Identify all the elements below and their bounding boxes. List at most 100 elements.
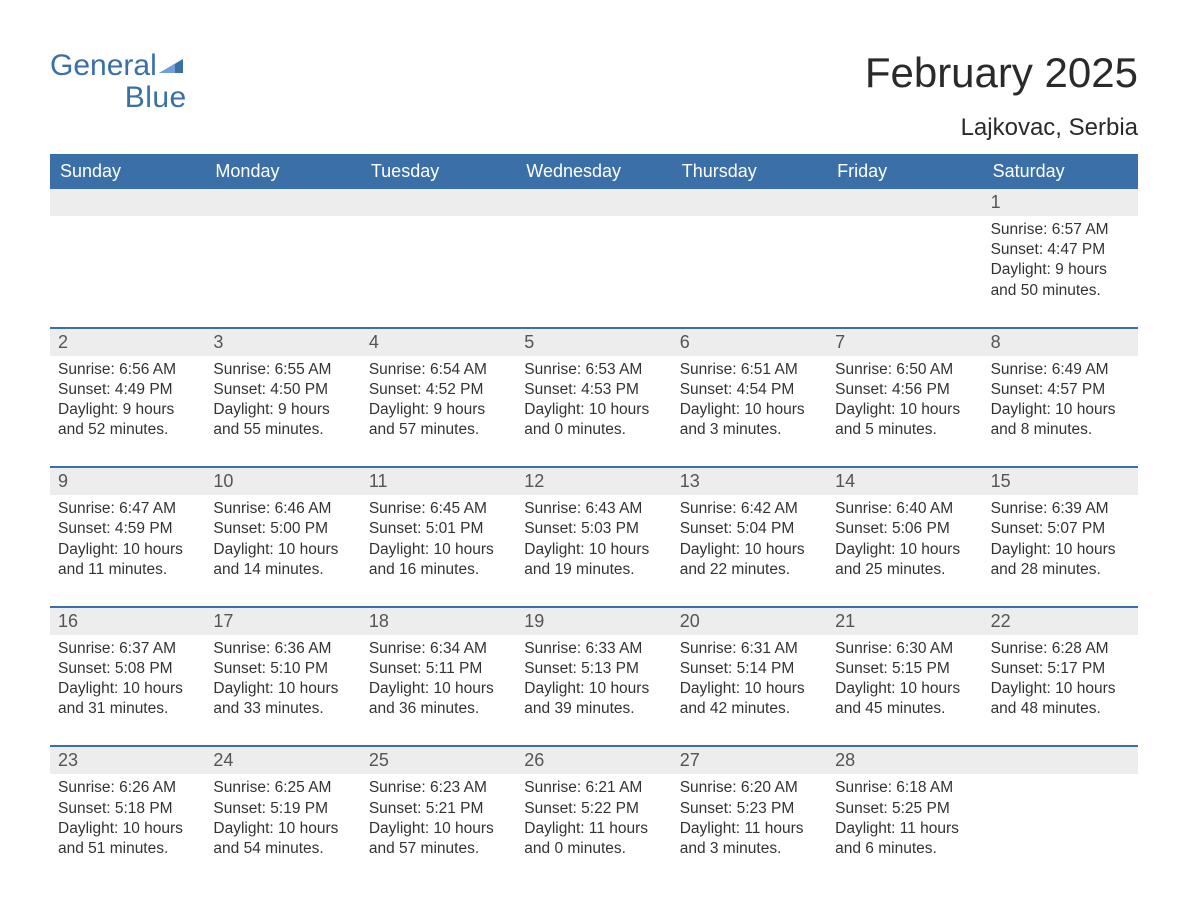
- day-number-cell: 15: [983, 468, 1138, 495]
- daylight-text: Daylight: 9 hours: [991, 260, 1130, 280]
- day-details-row: Sunrise: 6:57 AMSunset: 4:47 PMDaylight:…: [50, 216, 1138, 309]
- daylight-minutes-text: and 42 minutes.: [680, 699, 819, 719]
- sunset-text: Sunset: 5:06 PM: [835, 519, 974, 539]
- sunrise-text: Sunrise: 6:47 AM: [58, 499, 197, 519]
- day-details-cell: Sunrise: 6:53 AMSunset: 4:53 PMDaylight:…: [516, 356, 671, 449]
- sunset-text: Sunset: 5:21 PM: [369, 799, 508, 819]
- day-details-cell: Sunrise: 6:26 AMSunset: 5:18 PMDaylight:…: [50, 774, 205, 867]
- day-number-cell: [50, 189, 205, 216]
- day-details-cell: Sunrise: 6:25 AMSunset: 5:19 PMDaylight:…: [205, 774, 360, 867]
- day-number-cell: 22: [983, 608, 1138, 635]
- daylight-text: Daylight: 9 hours: [58, 400, 197, 420]
- day-details-cell: Sunrise: 6:20 AMSunset: 5:23 PMDaylight:…: [672, 774, 827, 867]
- day-details-cell: Sunrise: 6:56 AMSunset: 4:49 PMDaylight:…: [50, 356, 205, 449]
- brand-logo-text: General Blue: [50, 50, 187, 113]
- sunrise-text: Sunrise: 6:37 AM: [58, 639, 197, 659]
- day-number-cell: 6: [672, 329, 827, 356]
- brand-word-1: General: [50, 49, 157, 82]
- daylight-text: Daylight: 9 hours: [369, 400, 508, 420]
- day-number-cell: 9: [50, 468, 205, 495]
- sunrise-text: Sunrise: 6:28 AM: [991, 639, 1130, 659]
- day-number-row: 1: [50, 189, 1138, 216]
- calendar-grid: SundayMondayTuesdayWednesdayThursdayFrid…: [50, 154, 1138, 867]
- sunset-text: Sunset: 5:04 PM: [680, 519, 819, 539]
- day-number-cell: 25: [361, 747, 516, 774]
- calendar-week: 2345678Sunrise: 6:56 AMSunset: 4:49 PMDa…: [50, 327, 1138, 449]
- weekday-header-cell: Wednesday: [516, 154, 671, 189]
- day-details-cell: [516, 216, 671, 309]
- day-number-cell: 4: [361, 329, 516, 356]
- sunrise-text: Sunrise: 6:45 AM: [369, 499, 508, 519]
- sunrise-text: Sunrise: 6:36 AM: [213, 639, 352, 659]
- title-block: February 2025 Lajkovac, Serbia: [865, 50, 1138, 148]
- daylight-minutes-text: and 14 minutes.: [213, 560, 352, 580]
- daylight-text: Daylight: 11 hours: [680, 819, 819, 839]
- day-details-cell: Sunrise: 6:18 AMSunset: 5:25 PMDaylight:…: [827, 774, 982, 867]
- sunset-text: Sunset: 5:18 PM: [58, 799, 197, 819]
- sunrise-text: Sunrise: 6:23 AM: [369, 778, 508, 798]
- daylight-text: Daylight: 10 hours: [680, 400, 819, 420]
- day-details-cell: Sunrise: 6:49 AMSunset: 4:57 PMDaylight:…: [983, 356, 1138, 449]
- daylight-minutes-text: and 51 minutes.: [58, 839, 197, 859]
- sunrise-text: Sunrise: 6:18 AM: [835, 778, 974, 798]
- daylight-minutes-text: and 19 minutes.: [524, 560, 663, 580]
- day-details-row: Sunrise: 6:47 AMSunset: 4:59 PMDaylight:…: [50, 495, 1138, 588]
- daylight-text: Daylight: 10 hours: [835, 540, 974, 560]
- sunset-text: Sunset: 5:13 PM: [524, 659, 663, 679]
- daylight-minutes-text: and 54 minutes.: [213, 839, 352, 859]
- sunrise-text: Sunrise: 6:50 AM: [835, 360, 974, 380]
- sunset-text: Sunset: 5:19 PM: [213, 799, 352, 819]
- day-details-cell: Sunrise: 6:50 AMSunset: 4:56 PMDaylight:…: [827, 356, 982, 449]
- day-number-cell: [516, 189, 671, 216]
- day-number-cell: 18: [361, 608, 516, 635]
- sunset-text: Sunset: 5:07 PM: [991, 519, 1130, 539]
- sunset-text: Sunset: 4:57 PM: [991, 380, 1130, 400]
- day-details-cell: Sunrise: 6:37 AMSunset: 5:08 PMDaylight:…: [50, 635, 205, 728]
- sunset-text: Sunset: 5:25 PM: [835, 799, 974, 819]
- day-details-row: Sunrise: 6:56 AMSunset: 4:49 PMDaylight:…: [50, 356, 1138, 449]
- sunset-text: Sunset: 5:15 PM: [835, 659, 974, 679]
- daylight-text: Daylight: 10 hours: [835, 679, 974, 699]
- daylight-text: Daylight: 10 hours: [369, 679, 508, 699]
- daylight-minutes-text: and 11 minutes.: [58, 560, 197, 580]
- day-details-cell: Sunrise: 6:57 AMSunset: 4:47 PMDaylight:…: [983, 216, 1138, 309]
- day-details-cell: Sunrise: 6:47 AMSunset: 4:59 PMDaylight:…: [50, 495, 205, 588]
- daylight-text: Daylight: 10 hours: [524, 679, 663, 699]
- sunrise-text: Sunrise: 6:31 AM: [680, 639, 819, 659]
- day-number-cell: 12: [516, 468, 671, 495]
- brand-logo: General Blue: [50, 50, 187, 113]
- location-label: Lajkovac, Serbia: [865, 114, 1138, 142]
- daylight-minutes-text: and 28 minutes.: [991, 560, 1130, 580]
- daylight-minutes-text: and 0 minutes.: [524, 420, 663, 440]
- sunrise-text: Sunrise: 6:34 AM: [369, 639, 508, 659]
- daylight-minutes-text: and 5 minutes.: [835, 420, 974, 440]
- day-details-cell: Sunrise: 6:40 AMSunset: 5:06 PMDaylight:…: [827, 495, 982, 588]
- day-number-cell: 19: [516, 608, 671, 635]
- daylight-minutes-text: and 31 minutes.: [58, 699, 197, 719]
- day-number-cell: [205, 189, 360, 216]
- daylight-minutes-text: and 33 minutes.: [213, 699, 352, 719]
- sunset-text: Sunset: 5:01 PM: [369, 519, 508, 539]
- daylight-minutes-text: and 50 minutes.: [991, 281, 1130, 301]
- day-details-row: Sunrise: 6:37 AMSunset: 5:08 PMDaylight:…: [50, 635, 1138, 728]
- day-details-cell: Sunrise: 6:42 AMSunset: 5:04 PMDaylight:…: [672, 495, 827, 588]
- day-details-cell: Sunrise: 6:54 AMSunset: 4:52 PMDaylight:…: [361, 356, 516, 449]
- sunset-text: Sunset: 4:49 PM: [58, 380, 197, 400]
- daylight-text: Daylight: 10 hours: [680, 679, 819, 699]
- sunset-text: Sunset: 4:52 PM: [369, 380, 508, 400]
- sunrise-text: Sunrise: 6:33 AM: [524, 639, 663, 659]
- daylight-text: Daylight: 10 hours: [213, 679, 352, 699]
- day-number-cell: 2: [50, 329, 205, 356]
- day-details-cell: Sunrise: 6:36 AMSunset: 5:10 PMDaylight:…: [205, 635, 360, 728]
- day-number-cell: 10: [205, 468, 360, 495]
- daylight-minutes-text: and 36 minutes.: [369, 699, 508, 719]
- day-number-cell: 16: [50, 608, 205, 635]
- sunrise-text: Sunrise: 6:21 AM: [524, 778, 663, 798]
- calendar-week: 1Sunrise: 6:57 AMSunset: 4:47 PMDaylight…: [50, 189, 1138, 309]
- calendar-page: General Blue February 2025 Lajkovac, Ser…: [0, 0, 1188, 907]
- daylight-minutes-text: and 45 minutes.: [835, 699, 974, 719]
- daylight-minutes-text: and 22 minutes.: [680, 560, 819, 580]
- day-number-cell: [361, 189, 516, 216]
- day-details-cell: [672, 216, 827, 309]
- sunset-text: Sunset: 5:00 PM: [213, 519, 352, 539]
